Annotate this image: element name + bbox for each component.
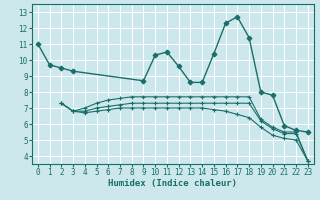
X-axis label: Humidex (Indice chaleur): Humidex (Indice chaleur) (108, 179, 237, 188)
